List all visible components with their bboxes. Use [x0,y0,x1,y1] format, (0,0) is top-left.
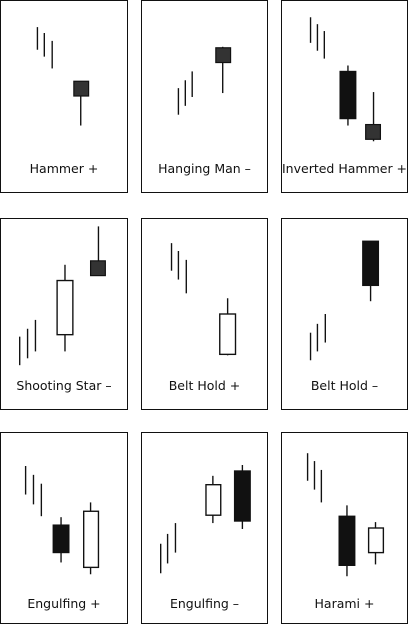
candle-body-black [362,240,380,287]
pattern-card-harami-bullish: Harami + [281,432,408,624]
pattern-card-shooting-star: Shooting Star – [0,218,128,410]
pattern-card-engulfing-bullish: Engulfing + [0,432,128,624]
candle-body-dark [365,123,382,140]
hammer-pattern-figure [36,27,90,126]
pattern-label: Shooting Star – [16,378,112,393]
harami-bullish-pattern-figure [306,453,385,577]
pattern-label: Belt Hold + [168,378,241,393]
inverted-hammer-pattern-figure [309,17,382,142]
pattern-card-engulfing-bearish: Engulfing – [141,432,268,624]
hanging-man-pattern-figure [177,46,232,115]
pattern-card-belt-hold-bearish: Belt Hold – [281,218,408,410]
engulfing-bearish-pattern-figure [160,465,251,574]
belt-hold-bearish-pattern-figure [309,240,380,361]
candle-body-dark [73,80,90,97]
pattern-label: Inverted Hammer + [282,161,408,176]
pattern-card-belt-hold-bullish: Belt Hold + [141,218,268,410]
pattern-label: Engulfing – [169,596,240,611]
belt-hold-bullish-pattern-figure [170,243,237,356]
engulfing-bullish-pattern-figure [24,465,100,575]
candle-body-dark [89,260,106,277]
pattern-label: Hammer + [29,161,99,176]
candle-body-white [56,279,74,336]
pattern-label: Belt Hold – [310,378,379,393]
pattern-card-hanging-man: Hanging Man – [141,0,268,193]
candle-body-white [367,527,385,554]
pattern-card-inverted-hammer: Inverted Hammer + [281,0,408,193]
shooting-star-pattern-figure [19,226,106,366]
candle-body-black [52,524,70,554]
candle-body-dark [215,47,232,64]
candle-body-white [205,484,222,516]
candle-body-black [339,70,357,120]
pattern-label: Hanging Man – [158,161,251,176]
candle-body-white [82,510,100,569]
pattern-label: Engulfing + [27,596,101,611]
candle-body-white [219,313,237,356]
pattern-card-hammer: Hammer + [0,0,128,193]
pattern-label: Harami + [314,596,375,611]
candle-body-black [338,515,356,566]
candle-body-black [233,470,251,522]
